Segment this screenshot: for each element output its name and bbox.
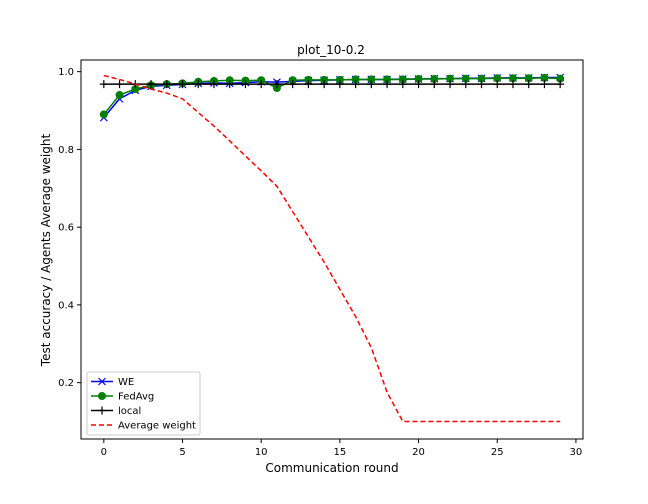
y-tick-label: 1.0: [58, 67, 74, 78]
data-point-local: [304, 80, 313, 89]
chart-title: plot_10-0.2: [297, 43, 365, 57]
data-point-local: [320, 80, 329, 89]
data-point-local: [257, 80, 266, 89]
data-point-local: [288, 80, 297, 89]
data-point-local: [272, 80, 281, 89]
series-line-average-weight: [103, 74, 561, 423]
data-point-local: [477, 80, 486, 89]
data-point-local: [524, 80, 533, 89]
data-point-local: [556, 80, 565, 89]
legend-label-average-weight: Average weight: [118, 421, 196, 432]
data-point-local: [162, 80, 171, 89]
legend: WE FedAvg local Average weight: [86, 371, 201, 436]
data-point-local: [446, 80, 455, 89]
data-point-local: [147, 80, 156, 89]
y-tick-label: 0.2: [58, 378, 74, 389]
series-layer: [99, 73, 565, 423]
plot-frame: [80, 59, 584, 440]
y-axis: 0.2 0.4 0.6 0.8 1.0: [58, 67, 81, 389]
data-point-local: [430, 80, 439, 89]
legend-label-fedavg: FedAvg: [118, 392, 154, 403]
data-point-local: [99, 80, 108, 89]
x-axis: 0 5 10 15 20 25 30: [101, 439, 583, 458]
x-tick-label: 20: [412, 447, 425, 458]
data-point-local: [540, 80, 549, 89]
legend-label-local: local: [118, 406, 141, 417]
legend-marker-fedavg: [98, 392, 106, 400]
x-tick-label: 5: [179, 447, 185, 458]
data-point-local: [209, 80, 218, 89]
data-point-local: [461, 80, 470, 89]
y-tick-label: 0.4: [58, 300, 74, 311]
data-point-fedavg: [99, 110, 108, 119]
legend-item-average-weight: Average weight: [91, 421, 196, 432]
data-point-local: [194, 80, 203, 89]
data-point-local: [508, 80, 517, 89]
series-average-weight: [103, 74, 561, 423]
x-tick-label: 10: [255, 447, 268, 458]
data-point-local: [383, 80, 392, 89]
y-tick-label: 0.8: [58, 145, 74, 156]
y-tick-label: 0.6: [58, 223, 74, 234]
legend-box: [86, 371, 201, 436]
legend-marker-local: [98, 406, 106, 415]
x-tick-label: 15: [334, 447, 347, 458]
data-point-fedavg: [115, 90, 124, 99]
legend-item-fedavg: FedAvg: [91, 392, 154, 403]
data-point-local: [351, 80, 360, 89]
data-point-local: [367, 80, 376, 89]
data-point-local: [493, 80, 502, 89]
data-point-local: [335, 80, 344, 89]
data-point-local: [178, 80, 187, 89]
x-axis-label: Communication round: [265, 461, 398, 475]
legend-marker-we: [98, 377, 106, 386]
data-point-local: [398, 80, 407, 89]
data-point-local: [225, 80, 234, 89]
data-point-local: [115, 80, 124, 89]
legend-item-we: WE: [91, 377, 134, 388]
legend-item-local: local: [91, 406, 141, 417]
legend-label-we: WE: [118, 377, 134, 388]
data-point-local: [414, 80, 423, 89]
y-axis-label: Test accuracy / Agents Average weight: [39, 134, 53, 368]
x-tick-label: 30: [570, 447, 583, 458]
x-tick-label: 25: [491, 447, 504, 458]
data-point-local: [241, 80, 250, 89]
x-tick-label: 0: [101, 447, 107, 458]
